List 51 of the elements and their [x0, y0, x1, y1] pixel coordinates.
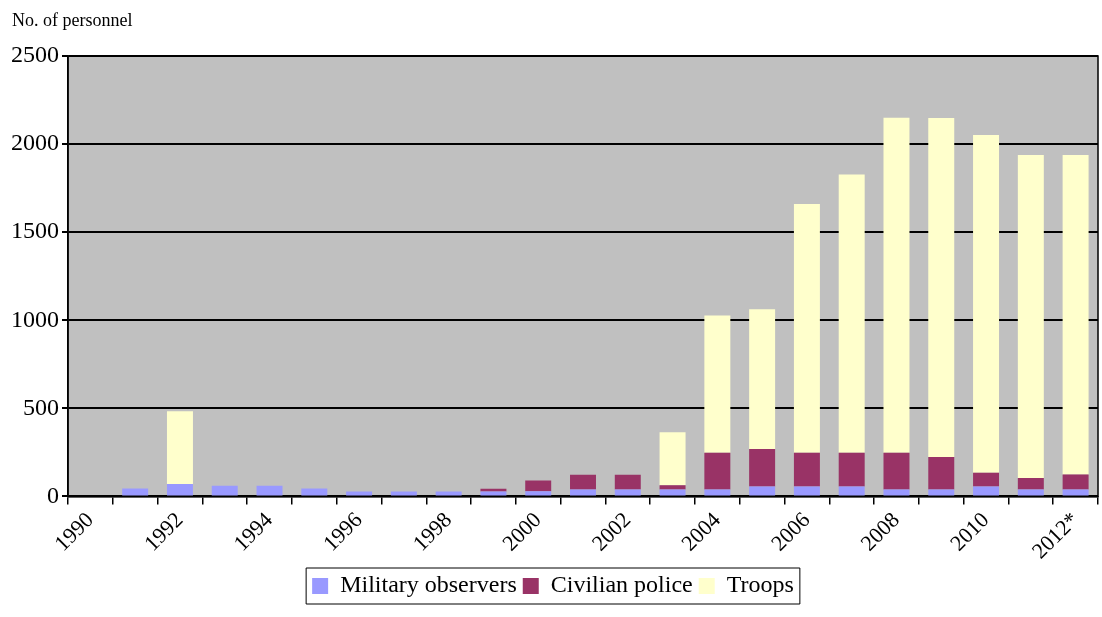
bar	[883, 489, 910, 496]
bar	[749, 449, 776, 487]
bar	[1062, 489, 1089, 496]
bar	[928, 489, 955, 496]
y-tick-label: 1000	[11, 305, 59, 332]
bar	[166, 411, 193, 485]
y-tick-label: 500	[23, 393, 59, 420]
bar	[659, 489, 686, 496]
y-tick-label: 1500	[11, 217, 59, 244]
bar	[211, 485, 238, 496]
bar	[570, 474, 596, 490]
bar	[793, 452, 820, 487]
bar	[570, 489, 596, 496]
y-tick-label: 0	[47, 481, 59, 508]
bar	[793, 486, 820, 496]
bar	[1017, 155, 1044, 479]
bar	[704, 489, 731, 496]
bar	[704, 315, 731, 453]
bar	[883, 452, 910, 490]
bar	[704, 452, 731, 490]
bar	[256, 485, 283, 496]
legend-label: Military observers	[340, 571, 517, 598]
bar	[1062, 155, 1089, 475]
bar	[1062, 474, 1089, 490]
bar	[166, 484, 193, 496]
bar	[838, 174, 865, 453]
bar	[749, 486, 776, 496]
y-axis-title: No. of personnel	[12, 10, 133, 31]
bar	[480, 488, 507, 492]
bar	[973, 135, 1000, 473]
legend-label: Civilian police	[550, 571, 693, 598]
bar	[749, 309, 776, 450]
legend-label: Troops	[726, 571, 794, 598]
bar	[793, 203, 820, 453]
bar	[883, 117, 910, 453]
bar	[525, 480, 552, 492]
bar	[973, 472, 1000, 487]
bar	[525, 491, 552, 496]
bar	[614, 474, 641, 490]
bar	[973, 486, 1000, 496]
bar	[928, 118, 955, 457]
y-tick-label: 2500	[11, 41, 59, 68]
bar	[1017, 489, 1044, 496]
bar	[838, 452, 865, 487]
bar	[838, 486, 865, 496]
bar	[1017, 478, 1044, 490]
bar	[928, 456, 955, 490]
bar	[659, 485, 686, 490]
y-tick-label: 2000	[11, 129, 59, 156]
bar	[659, 432, 686, 486]
bar	[614, 489, 641, 496]
